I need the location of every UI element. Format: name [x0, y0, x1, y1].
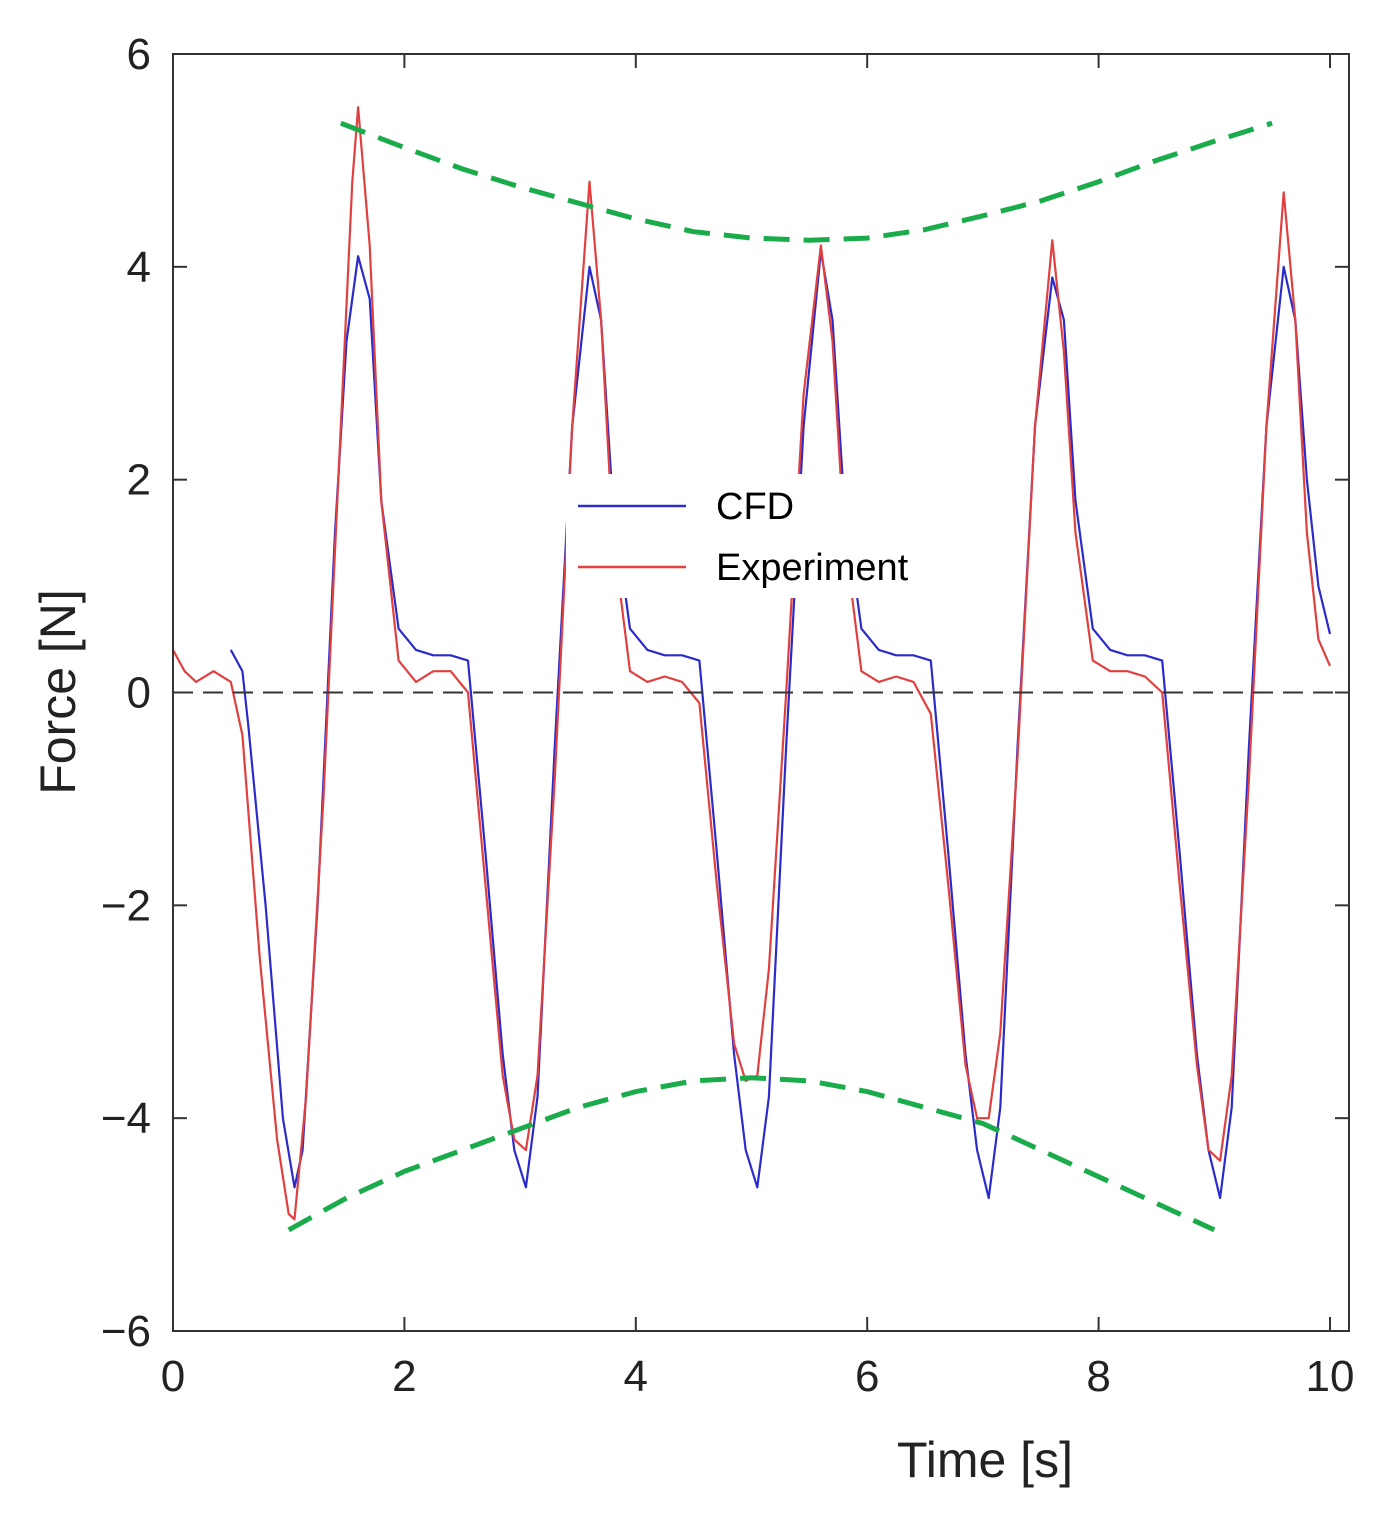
x-axis-ticks: 0 2 4 6 8 10 [161, 54, 1355, 1401]
y-axis-ticks: −6 −4 −2 0 2 4 6 [101, 30, 1349, 1356]
x-tick-label: 10 [1306, 1352, 1355, 1401]
series-line-experiment [172, 106, 1332, 1221]
x-tick-label: 6 [855, 1352, 879, 1401]
legend: CFD Experiment [566, 474, 952, 598]
series-group [172, 106, 1349, 1233]
legend-label-cfd: CFD [716, 486, 794, 528]
y-axis-label: Force [N] [30, 589, 86, 795]
y-tick-label: −2 [101, 881, 151, 930]
x-axis-label: Time [s] [897, 1432, 1073, 1488]
x-tick-label: 2 [392, 1352, 416, 1401]
y-tick-label: −4 [101, 1094, 151, 1143]
y-tick-label: 0 [127, 669, 151, 718]
legend-background [566, 474, 952, 598]
legend-label-experiment: Experiment [716, 547, 909, 589]
y-tick-label: 2 [127, 456, 151, 505]
x-tick-label: 0 [161, 1352, 185, 1401]
y-tick-label: −6 [101, 1307, 151, 1356]
series-line-cfd [229, 249, 1332, 1200]
y-tick-label: 6 [127, 30, 151, 79]
x-tick-label: 8 [1086, 1352, 1110, 1401]
series-line-upper-envelope [339, 120, 1273, 243]
x-tick-label: 4 [624, 1352, 648, 1401]
y-tick-label: 4 [127, 243, 151, 292]
series-line-lower-envelope [287, 1075, 1216, 1233]
